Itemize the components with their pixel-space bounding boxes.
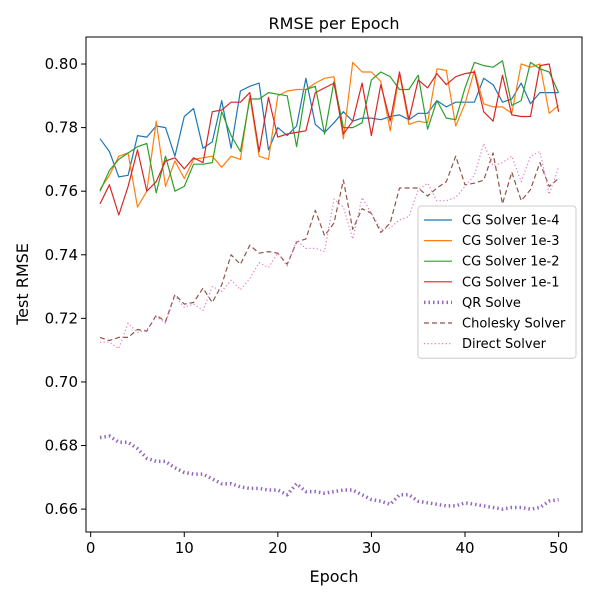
series-layer [99, 60, 560, 511]
legend-label-cg-solver-1e-4: CG Solver 1e-4 [462, 214, 560, 229]
legend: CG Solver 1e-4 CG Solver 1e-3 CG Solver 1e… [417, 205, 577, 359]
x-tick-label: 0 [86, 539, 96, 557]
y-tick-label: 0.72 [45, 309, 78, 327]
plot-frame [85, 36, 583, 533]
legend-label-cholesky-solver: Cholesky Solver [462, 317, 566, 332]
chart-title: RMSE per Epoch [269, 14, 400, 33]
x-axis: 0 10 20 30 40 50 [86, 532, 568, 557]
x-tick-label: 40 [455, 539, 474, 557]
legend-label-cg-solver-1e-1: CG Solver 1e-1 [462, 275, 560, 290]
y-tick-label: 0.76 [45, 182, 78, 200]
series-line-cg-solver-1e-2 [99, 60, 560, 194]
x-tick-label: 50 [549, 539, 568, 557]
x-tick-label: 30 [362, 539, 381, 557]
y-axis: 0.66 0.68 0.70 0.72 0.74 0.76 0.78 0.80 [45, 55, 86, 518]
y-tick-label: 0.66 [45, 500, 78, 518]
x-tick-label: 10 [175, 539, 194, 557]
legend-label-cg-solver-1e-3: CG Solver 1e-3 [462, 234, 560, 249]
legend-box [417, 205, 577, 359]
y-tick-label: 0.78 [45, 119, 78, 137]
series-line-cg-solver-1e-1 [99, 63, 560, 216]
x-tick-label: 20 [268, 539, 287, 557]
series-line-cg-solver-1e-3 [99, 61, 559, 208]
legend-label-cg-solver-1e-2: CG Solver 1e-2 [462, 255, 560, 270]
y-tick-label: 0.74 [45, 246, 78, 264]
series-line-cg-solver-1e-4 [99, 77, 559, 178]
legend-label-qr-solve: QR Solve [462, 296, 521, 311]
y-tick-label: 0.68 [45, 437, 78, 455]
y-tick-label: 0.70 [45, 373, 78, 391]
legend-label-direct-solver: Direct Solver [462, 337, 547, 352]
series-line-cholesky-solver [99, 152, 559, 342]
x-axis-label: Epoch [310, 567, 359, 586]
y-axis-label: Test RMSE [13, 243, 32, 326]
y-tick-label: 0.80 [45, 55, 78, 73]
